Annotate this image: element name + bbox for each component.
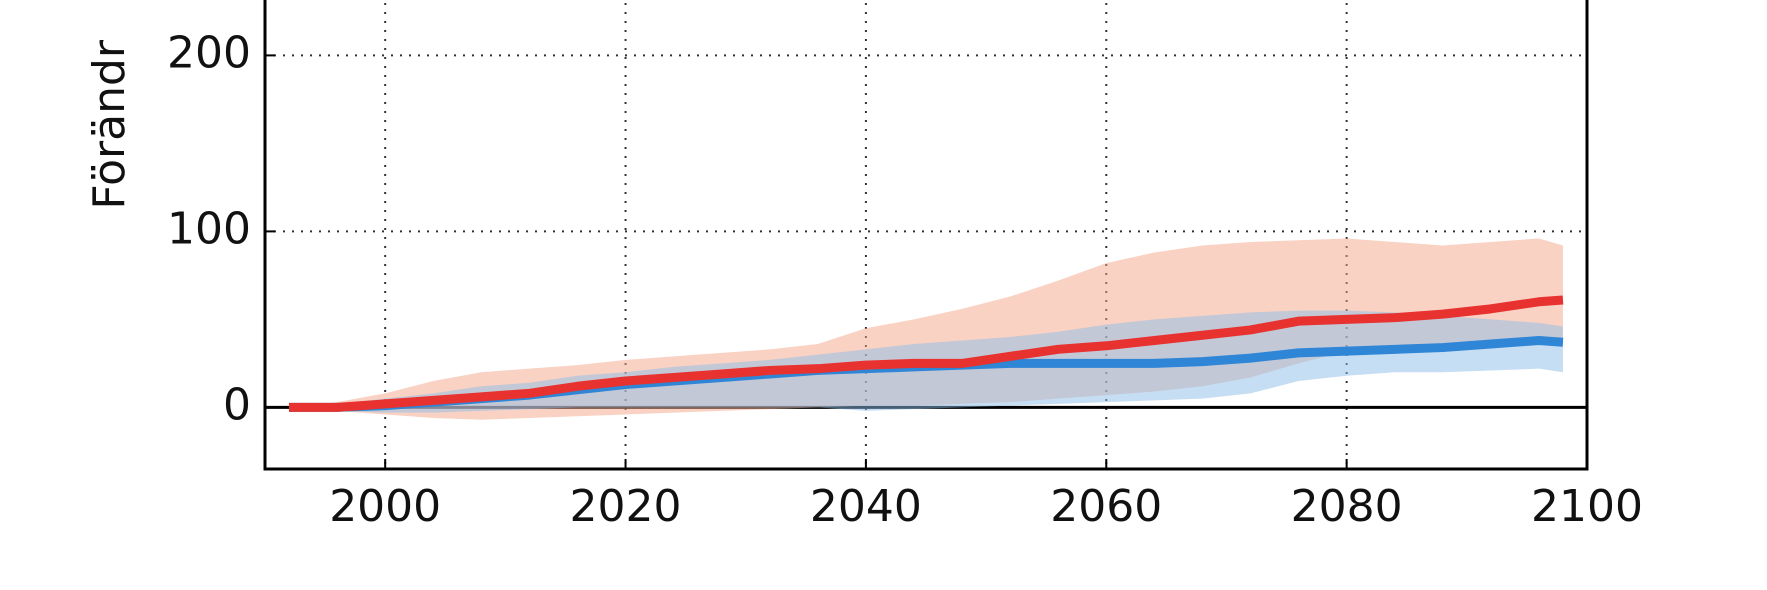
- y-tick-label: 100: [167, 203, 251, 254]
- x-tick-label: 2020: [570, 481, 682, 532]
- y-axis-label: Förändr: [84, 39, 135, 210]
- y-tick-label: 200: [167, 27, 251, 78]
- y-tick-label: 0: [223, 379, 251, 430]
- x-tick-label: 2080: [1291, 481, 1403, 532]
- x-tick-label: 2000: [329, 481, 441, 532]
- line: [289, 295, 1564, 412]
- plot-frame: [263, 0, 1589, 471]
- x-tick-label: 2100: [1531, 481, 1643, 532]
- x-tick-label: 2060: [1050, 481, 1162, 532]
- x-tick-label: 2040: [810, 481, 922, 532]
